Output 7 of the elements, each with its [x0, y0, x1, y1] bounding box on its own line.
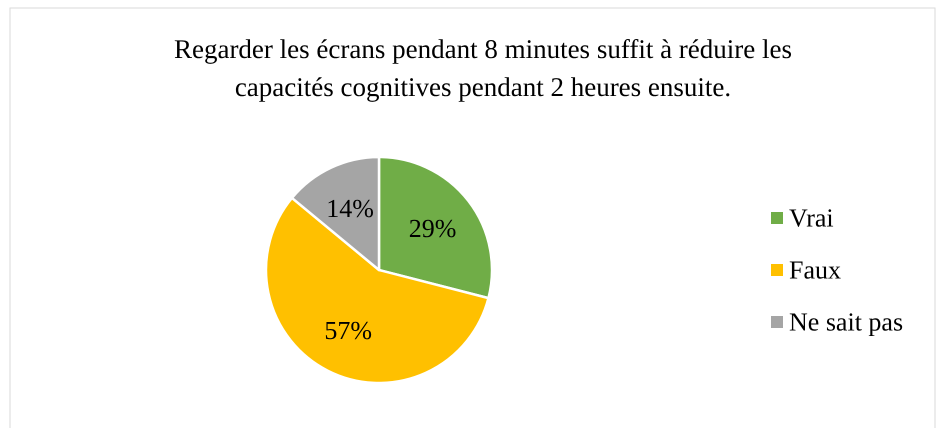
data-label: 57%	[324, 316, 372, 345]
legend-label: Faux	[789, 256, 841, 284]
chart-title: Regarder les écrans pendant 8 minutes suffit à réduire les capacités cognitives pendant 2 heures ensuite.	[174, 34, 792, 102]
data-label: 14%	[326, 194, 374, 224]
legend-label: Vrai	[789, 204, 834, 232]
data-label: 29%	[408, 214, 456, 243]
legend-label: Ne sait pas	[789, 308, 904, 336]
